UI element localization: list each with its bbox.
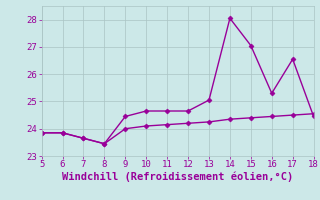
- X-axis label: Windchill (Refroidissement éolien,°C): Windchill (Refroidissement éolien,°C): [62, 172, 293, 182]
